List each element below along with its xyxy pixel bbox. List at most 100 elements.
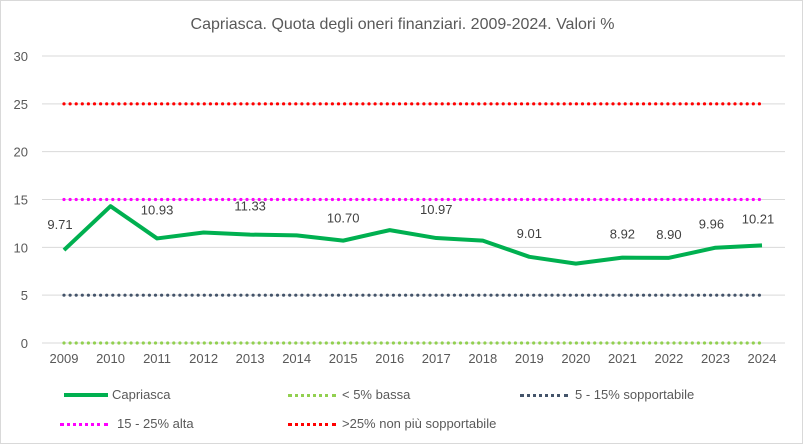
threshold-dot — [330, 102, 334, 106]
threshold-dot — [233, 293, 237, 297]
x-tick-label: 2014 — [282, 351, 311, 366]
threshold-dot — [477, 341, 481, 345]
threshold-dot — [196, 341, 200, 345]
threshold-dot — [312, 197, 316, 202]
threshold-dot — [605, 341, 609, 345]
threshold-dot — [678, 102, 682, 106]
threshold-dot — [62, 341, 66, 345]
threshold-dot — [733, 197, 737, 202]
threshold-dot — [446, 197, 450, 202]
threshold-dot — [214, 341, 219, 345]
threshold-dot — [80, 293, 84, 297]
threshold-dot — [617, 341, 621, 345]
threshold-dot — [684, 102, 688, 106]
threshold-dot — [74, 293, 78, 297]
threshold-dot — [153, 197, 158, 202]
threshold-dot — [599, 197, 603, 202]
threshold-dot — [324, 102, 328, 106]
threshold-dot — [135, 293, 139, 297]
threshold-dot — [635, 197, 640, 202]
x-tick-label: 2009 — [50, 351, 79, 366]
threshold-dot — [282, 102, 286, 106]
threshold-dot — [629, 293, 633, 297]
threshold-dot — [257, 341, 261, 345]
threshold-dot — [251, 293, 255, 297]
threshold-dot — [757, 293, 762, 297]
threshold-dot — [739, 197, 743, 202]
threshold-dot — [471, 293, 475, 297]
threshold-dot — [544, 341, 548, 345]
threshold-dot — [562, 341, 566, 345]
threshold-dot — [519, 293, 524, 297]
data-label: 10.97 — [420, 202, 453, 217]
threshold-dot — [343, 197, 347, 202]
threshold-dot — [757, 102, 762, 106]
threshold-dot — [288, 102, 292, 106]
threshold-dot — [739, 293, 743, 297]
threshold-dot — [434, 293, 438, 297]
threshold-dot — [526, 293, 530, 297]
threshold-dot — [190, 341, 194, 345]
threshold-dot — [214, 102, 219, 106]
threshold-dot — [349, 341, 353, 345]
threshold-dot — [324, 341, 328, 345]
threshold-dot — [178, 341, 182, 345]
x-tick-label: 2024 — [748, 351, 777, 366]
threshold-dot — [318, 197, 322, 202]
threshold-dot — [184, 293, 188, 297]
threshold-dot — [245, 341, 249, 345]
threshold-dot — [135, 102, 139, 106]
threshold-dot — [709, 102, 713, 106]
threshold-dot — [379, 197, 383, 202]
threshold-dot — [355, 197, 359, 202]
series-1 — [62, 341, 762, 345]
threshold-dot — [556, 341, 560, 345]
threshold-dot — [629, 102, 633, 106]
threshold-dot — [92, 102, 97, 106]
threshold-dot — [282, 341, 286, 345]
threshold-dot — [678, 341, 682, 345]
threshold-dot — [605, 102, 609, 106]
threshold-dot — [446, 341, 450, 345]
threshold-dot — [532, 102, 536, 106]
threshold-dot — [727, 197, 731, 202]
threshold-dot — [160, 341, 164, 345]
threshold-dot — [574, 341, 579, 345]
threshold-dot — [80, 102, 84, 106]
threshold-dot — [696, 341, 701, 345]
threshold-dot — [251, 102, 255, 106]
chart-title: Capriasca. Quota degli oneri finanziari.… — [190, 16, 615, 33]
threshold-dot — [635, 293, 640, 297]
data-label: 9.96 — [699, 217, 724, 232]
threshold-dot — [202, 197, 206, 202]
threshold-dot — [751, 293, 755, 297]
threshold-dot — [105, 197, 109, 202]
threshold-dot — [397, 341, 402, 345]
threshold-dot — [263, 293, 267, 297]
threshold-dot — [715, 341, 719, 345]
threshold-dot — [123, 102, 127, 106]
threshold-dot — [306, 341, 310, 345]
threshold-dot — [367, 341, 371, 345]
threshold-dot — [123, 197, 127, 202]
threshold-dot — [745, 197, 749, 202]
legend-label: 15 - 25% alta — [117, 416, 194, 431]
x-tick-label: 2016 — [375, 351, 404, 366]
threshold-dot — [495, 102, 499, 106]
threshold-dot — [367, 197, 371, 202]
threshold-dot — [648, 293, 652, 297]
threshold-dot — [397, 197, 402, 202]
threshold-dot — [227, 341, 231, 345]
threshold-dot — [428, 293, 432, 297]
threshold-dot — [709, 197, 713, 202]
threshold-dot — [263, 197, 267, 202]
threshold-dot — [556, 197, 560, 202]
threshold-dot — [458, 293, 463, 297]
threshold-dot — [501, 341, 505, 345]
threshold-dot — [690, 197, 694, 202]
threshold-dot — [99, 102, 103, 106]
threshold-dot — [739, 341, 743, 345]
threshold-dot — [483, 293, 487, 297]
threshold-dot — [660, 293, 664, 297]
threshold-dot — [526, 197, 530, 202]
